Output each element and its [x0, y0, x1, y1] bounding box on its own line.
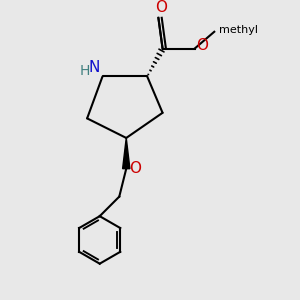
Text: O: O	[196, 38, 208, 53]
Text: N: N	[89, 60, 100, 75]
Text: methyl: methyl	[219, 26, 258, 35]
Text: O: O	[129, 161, 141, 176]
Polygon shape	[123, 138, 130, 169]
Text: O: O	[155, 0, 167, 15]
Text: H: H	[79, 64, 89, 78]
